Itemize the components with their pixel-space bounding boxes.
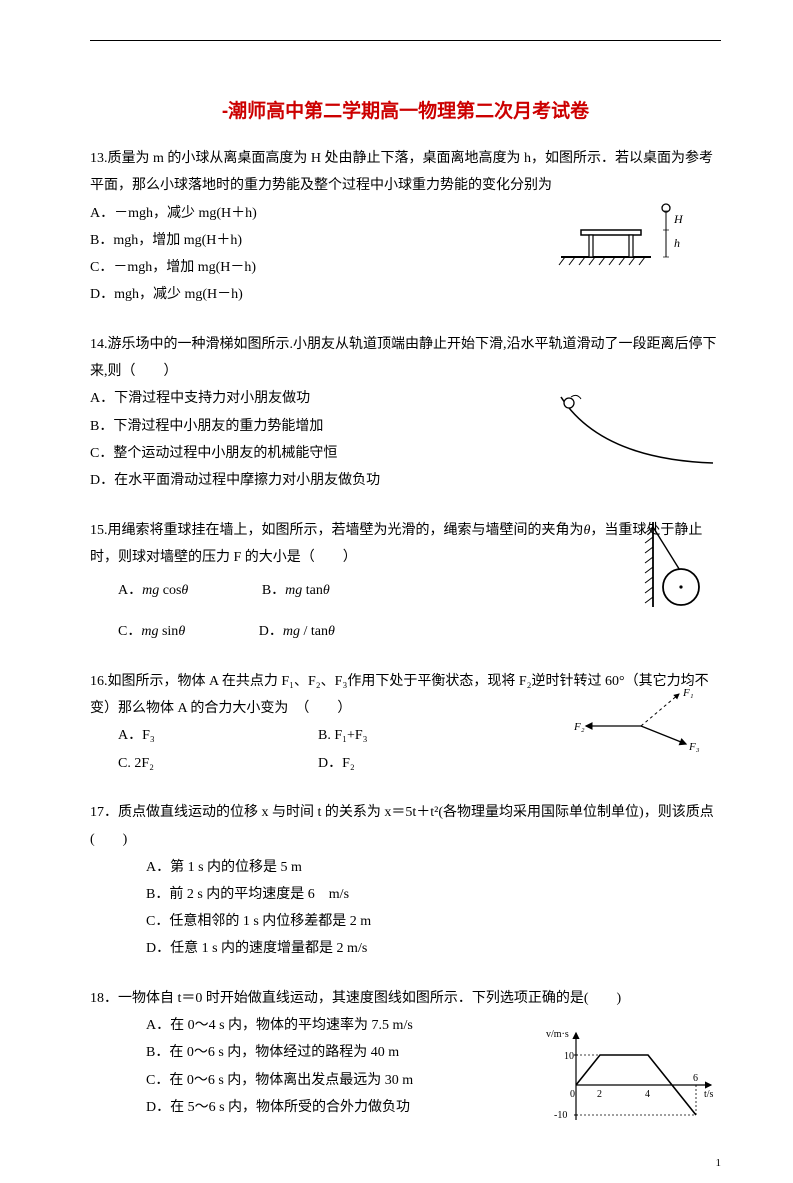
question-13: 13.质量为 m 的小球从离桌面高度为 H 处由静止下落，桌面离地高度为 h，如… bbox=[90, 145, 721, 309]
q16-figure: F₂ F₃ F₁ bbox=[571, 686, 711, 756]
q18-figure: v/m·s 10 -10 0 2 4 6 t/s bbox=[546, 1025, 721, 1130]
q15-figure bbox=[633, 517, 711, 617]
q13-opt-d: D．mgh，减少 mg(H－h) bbox=[90, 281, 721, 308]
question-18: 18．一物体自 t＝0 时开始做直线运动，其速度图线如图所示．下列选项正确的是(… bbox=[90, 985, 721, 1121]
svg-text:-10: -10 bbox=[554, 1110, 567, 1121]
q13-text: 13.质量为 m 的小球从离桌面高度为 H 处由静止下落，桌面离地高度为 h，如… bbox=[90, 145, 721, 200]
q14-figure bbox=[541, 389, 721, 469]
q17-text: 17．质点做直线运动的位移 x 与时间 t 的关系为 x＝5t＋t²(各物理量均… bbox=[90, 799, 721, 854]
q16-opt-a: A．F₃ bbox=[118, 722, 258, 749]
q17-opt-a: A．第 1 s 内的位移是 5 m bbox=[146, 854, 406, 881]
q16-opt-d: D．F₂ bbox=[318, 750, 355, 777]
q13-figure: H h bbox=[551, 197, 701, 275]
svg-text:F₂: F₂ bbox=[573, 721, 585, 733]
q18-text: 18．一物体自 t＝0 时开始做直线运动，其速度图线如图所示．下列选项正确的是(… bbox=[90, 985, 721, 1012]
top-rule bbox=[90, 40, 721, 41]
q14-text: 14.游乐场中的一种滑梯如图所示.小朋友从轨道顶端由静止开始下滑,沿水平轨道滑动… bbox=[90, 331, 721, 386]
q17-opt-c: C．任意相邻的 1 s 内位移差都是 2 m bbox=[146, 908, 406, 935]
q14-opt-d: D．在水平面滑动过程中摩擦力对小朋友做负功 bbox=[90, 467, 721, 494]
q16-opt-b: B. F₁+F₃ bbox=[318, 722, 368, 749]
q15-opt-c: C．mg sinθ bbox=[118, 618, 185, 645]
q17-opt-d: D．任意 1 s 内的速度增量都是 2 m/s bbox=[146, 935, 367, 962]
svg-text:v/m·s: v/m·s bbox=[546, 1029, 569, 1040]
page-number: 1 bbox=[716, 1157, 722, 1169]
q15-opt-d: D．mg / tanθ bbox=[259, 618, 335, 645]
svg-text:10: 10 bbox=[564, 1051, 574, 1062]
svg-text:0: 0 bbox=[570, 1089, 575, 1100]
q15-text: 15.用绳索将重球挂在墙上，如图所示，若墙壁为光滑的，绳索与墙壁间的夹角为θ，当… bbox=[90, 517, 721, 572]
q17-opt-b: B．前 2 s 内的平均速度是 6 m/s bbox=[146, 881, 349, 908]
q15-opt-a: A．mg cosθ bbox=[118, 577, 188, 604]
svg-text:F₃: F₃ bbox=[688, 741, 700, 753]
svg-text:2: 2 bbox=[597, 1089, 602, 1100]
exam-title: -潮师高中第二学期高一物理第二次月考试卷 bbox=[90, 96, 721, 123]
question-14: 14.游乐场中的一种滑梯如图所示.小朋友从轨道顶端由静止开始下滑,沿水平轨道滑动… bbox=[90, 331, 721, 495]
question-17: 17．质点做直线运动的位移 x 与时间 t 的关系为 x＝5t＋t²(各物理量均… bbox=[90, 799, 721, 963]
svg-text:6: 6 bbox=[693, 1073, 698, 1084]
q16-opt-c: C. 2F₂ bbox=[118, 750, 258, 777]
svg-text:t/s: t/s bbox=[704, 1089, 714, 1100]
q15-opt-b: B．mg tanθ bbox=[262, 577, 330, 604]
question-15: 15.用绳索将重球挂在墙上，如图所示，若墙壁为光滑的，绳索与墙壁间的夹角为θ，当… bbox=[90, 517, 721, 646]
svg-text:F₁: F₁ bbox=[682, 687, 694, 699]
svg-text:4: 4 bbox=[645, 1089, 650, 1100]
question-16: 16.如图所示，物体 A 在共点力 F₁、F₂、F₃作用下处于平衡状态，现将 F… bbox=[90, 668, 721, 777]
svg-text:H: H bbox=[673, 212, 684, 226]
svg-text:h: h bbox=[674, 236, 680, 250]
